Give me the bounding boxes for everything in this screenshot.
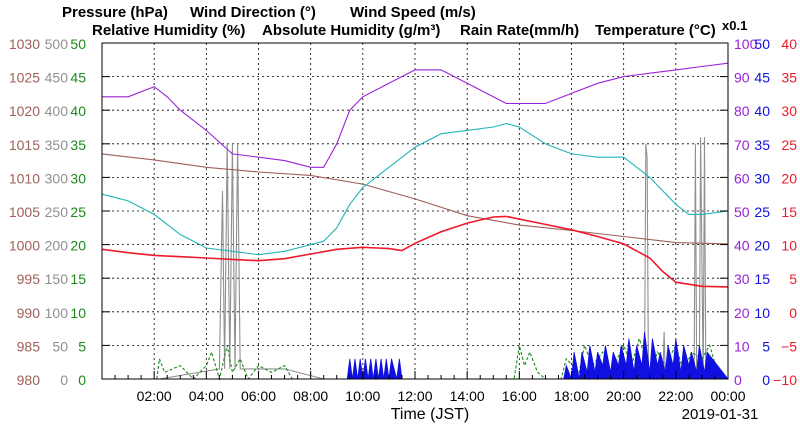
y-tick-label-temp: 40 <box>781 36 797 52</box>
y-tick-label-rain: 45 <box>754 70 770 86</box>
y-tick-label-wind_speed: 40 <box>70 103 86 119</box>
x-tick-label: 02:00 <box>137 388 172 404</box>
y-tick-label-temp: 15 <box>781 204 797 220</box>
y-tick-label-wind_dir: 200 <box>45 238 69 254</box>
y-tick-label-wind_dir: 400 <box>45 103 69 119</box>
y-tick-label-temp: 25 <box>781 137 797 153</box>
x-tick-label: 06:00 <box>241 388 276 404</box>
y-tick-label-wind_speed: 0 <box>78 372 86 388</box>
y-tick-label-humidity: 20 <box>734 305 750 321</box>
y-tick-label-pressure: 1015 <box>9 137 40 153</box>
y-tick-label-rain: 30 <box>754 170 770 186</box>
legend-wind-speed: Wind Speed (m/s) <box>350 4 476 21</box>
y-tick-label-wind_dir: 500 <box>45 36 69 52</box>
y-tick-label-pressure: 1025 <box>9 70 40 86</box>
plot-series <box>102 63 728 379</box>
y-tick-label-humidity: 50 <box>734 204 750 220</box>
y-tick-label-temp: −5 <box>781 338 797 354</box>
y-tick-label-pressure: 980 <box>17 372 41 388</box>
x-tick-label: 10:00 <box>345 388 380 404</box>
y-tick-label-rain: 35 <box>754 137 770 153</box>
x-tick-label: 12:00 <box>397 388 432 404</box>
y-tick-label-temp: 10 <box>781 238 797 254</box>
y-tick-label-rain: 5 <box>762 338 770 354</box>
y-tick-label-rain: 10 <box>754 305 770 321</box>
y-tick-label-wind_speed: 35 <box>70 137 86 153</box>
y-tick-label-wind_dir: 450 <box>45 70 69 86</box>
y-tick-label-rain: 15 <box>754 271 770 287</box>
y-tick-label-humidity: 90 <box>734 70 750 86</box>
y-tick-label-rain: 0 <box>762 372 770 388</box>
legend-relative-humidity: Relative Humidity (%) <box>92 22 245 39</box>
y-tick-label-wind_dir: 300 <box>45 170 69 186</box>
y-tick-label-humidity: 80 <box>734 103 750 119</box>
series-pressure-hpa <box>102 154 728 244</box>
x-tick-label: 20:00 <box>606 388 641 404</box>
y-tick-label-wind_dir: 0 <box>60 372 68 388</box>
y-tick-label-wind_speed: 50 <box>70 36 86 52</box>
y-tick-label-pressure: 1005 <box>9 204 40 220</box>
y-tick-label-wind_dir: 250 <box>45 204 69 220</box>
y-tick-label-humidity: 30 <box>734 271 750 287</box>
y-tick-label-temp: 0 <box>789 305 797 321</box>
x-tick-label: 00:00 <box>710 388 745 404</box>
legend-absolute-humidity: Absolute Humidity (g/m³) <box>262 22 440 39</box>
y-tick-label-wind_speed: 5 <box>78 338 86 354</box>
y-tick-label-pressure: 1000 <box>9 238 40 254</box>
y-tick-label-humidity: 40 <box>734 238 750 254</box>
y-tick-label-wind_speed: 30 <box>70 170 86 186</box>
x-tick-label: 14:00 <box>450 388 485 404</box>
y-tick-label-rain: 20 <box>754 238 770 254</box>
legend-pressure: Pressure (hPa) <box>62 4 168 21</box>
legend-rain-rate: Rain Rate(mm/h) <box>460 22 579 39</box>
y-tick-label-rain: 50 <box>754 36 770 52</box>
legend-wind-direction: Wind Direction (°) <box>190 4 316 21</box>
y-tick-label-humidity: 0 <box>734 372 742 388</box>
y-tick-label-wind_dir: 50 <box>52 338 68 354</box>
x-tick-label: 08:00 <box>293 388 328 404</box>
y-tick-label-pressure: 1010 <box>9 170 40 186</box>
y-tick-label-pressure: 1020 <box>9 103 40 119</box>
y-tick-label-wind_dir: 350 <box>45 137 69 153</box>
y-tick-label-temp: 5 <box>789 271 797 287</box>
y-tick-label-humidity: 70 <box>734 137 750 153</box>
y-tick-label-rain: 25 <box>754 204 770 220</box>
x-tick-label: 22:00 <box>658 388 693 404</box>
y-tick-label-humidity: 60 <box>734 170 750 186</box>
y-tick-label-wind_dir: 100 <box>45 305 69 321</box>
abs-humidity-multiplier: x0.1 <box>722 18 747 33</box>
y-tick-label-pressure: 995 <box>17 271 41 287</box>
y-tick-label-wind_speed: 20 <box>70 238 86 254</box>
y-tick-label-wind_speed: 25 <box>70 204 86 220</box>
axis-ticks: 02:00 04:00 06:00 08:00 10:00 12:00 14:00 16:00… <box>9 36 797 404</box>
y-tick-label-pressure: 990 <box>17 305 41 321</box>
y-tick-label-temp: −10 <box>773 372 797 388</box>
y-tick-label-wind_dir: 150 <box>45 271 69 287</box>
x-axis-label: Time (JST) <box>391 406 470 423</box>
y-tick-label-pressure: 1030 <box>9 36 40 52</box>
x-tick-label: 16:00 <box>502 388 537 404</box>
y-tick-label-wind_speed: 45 <box>70 70 86 86</box>
grid-lines <box>102 43 728 379</box>
series-temperature-c <box>102 216 728 287</box>
y-tick-label-rain: 40 <box>754 103 770 119</box>
chart: Pressure (hPa) Wind Direction (°) Wind S… <box>0 0 800 434</box>
y-tick-label-wind_speed: 10 <box>70 305 86 321</box>
x-tick-label: 18:00 <box>554 388 589 404</box>
y-tick-label-humidity: 10 <box>734 338 750 354</box>
y-tick-label-wind_speed: 15 <box>70 271 86 287</box>
y-tick-label-temp: 35 <box>781 70 797 86</box>
legend-temperature: Temperature (°C) <box>595 22 716 39</box>
y-tick-label-temp: 30 <box>781 103 797 119</box>
y-tick-label-temp: 20 <box>781 170 797 186</box>
y-tick-label-pressure: 985 <box>17 338 41 354</box>
x-tick-label: 04:00 <box>189 388 224 404</box>
chart-date: 2019-01-31 <box>682 406 759 423</box>
